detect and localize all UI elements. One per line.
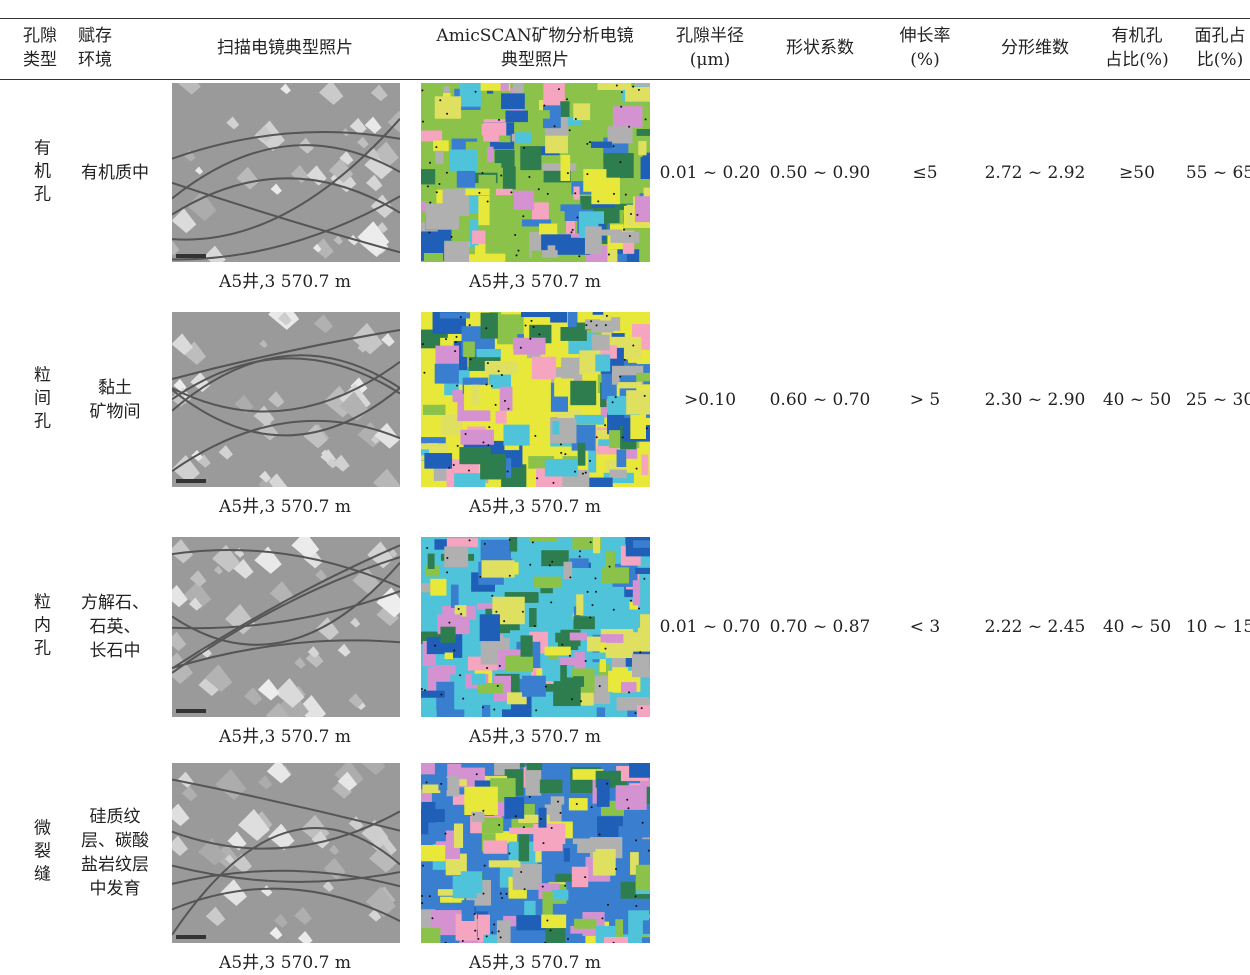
cell-value: ≤5 <box>912 162 938 183</box>
cell-value: 0.70 ~ 0.87 <box>769 617 871 637</box>
pore-type: 粒间孔 <box>30 365 50 434</box>
mineral-map <box>421 83 650 262</box>
mineral-map <box>421 537 650 717</box>
cell-value: 2.30 ~ 2.90 <box>984 389 1086 410</box>
cell-value: 0.50 ~ 0.90 <box>769 162 871 183</box>
column-header: 类型 <box>23 50 57 70</box>
column-header: 典型照片 <box>501 50 569 70</box>
sem-photo <box>172 537 400 717</box>
cell-value: 40 ~ 50 <box>1102 617 1172 637</box>
column-header: 伸长率 <box>899 26 951 46</box>
column-header: 形状系数 <box>786 38 854 58</box>
occurrence: 石英、 <box>89 617 141 637</box>
column-header: AmicSCAN矿物分析电镜 <box>436 26 634 46</box>
occurrence: 矿物间 <box>89 401 141 422</box>
occurrence: 有机质中 <box>81 162 149 183</box>
map-caption: A5井,3 570.7 m <box>469 497 601 517</box>
cell-value: ≥50 <box>1119 162 1155 183</box>
column-header: 扫描电镜典型照片 <box>217 38 353 58</box>
column-header: 孔隙半径 <box>676 26 744 46</box>
cell-value: 0.01 ~ 0.20 <box>659 162 761 183</box>
column-header: 环境 <box>78 50 112 70</box>
pore-type: 有机孔 <box>30 138 50 207</box>
cell-value: < 3 <box>909 617 941 637</box>
cell-value: 25 ~ 30 <box>1185 389 1250 410</box>
cell-value: > 5 <box>909 389 941 410</box>
cell-value: >0.10 <box>683 389 737 410</box>
occurrence: 方解石、 <box>81 593 149 613</box>
cell-value: 10 ~ 15 <box>1185 617 1250 637</box>
cell-value: 0.01 ~ 0.70 <box>659 617 761 637</box>
column-header: (%) <box>910 50 940 70</box>
cell-value: 40 ~ 50 <box>1102 389 1172 410</box>
cell-value: 2.72 ~ 2.92 <box>984 162 1086 183</box>
column-header: 孔隙 <box>23 26 57 46</box>
occurrence: 长石中 <box>89 641 141 661</box>
column-header: 面孔占 <box>1194 26 1246 46</box>
map-caption: A5井,3 570.7 m <box>469 953 601 973</box>
header-rule <box>0 79 1250 80</box>
cell-value: 55 ~ 65 <box>1185 162 1250 183</box>
cell-value: 0.60 ~ 0.70 <box>769 389 871 410</box>
mineral-map <box>421 763 650 943</box>
occurrence: 硅质纹 <box>89 807 141 827</box>
sem-caption: A5井,3 570.7 m <box>219 727 351 747</box>
pore-type: 粒内孔 <box>30 592 50 662</box>
column-header: (μm) <box>689 50 731 70</box>
sem-caption: A5井,3 570.7 m <box>219 497 351 517</box>
sem-photo <box>172 312 400 487</box>
mineral-map <box>421 312 650 487</box>
column-header: 分形维数 <box>1001 38 1069 58</box>
occurrence: 黏土 <box>98 377 132 398</box>
column-header: 有机孔 <box>1111 26 1163 46</box>
sem-photo <box>172 763 400 943</box>
map-caption: A5井,3 570.7 m <box>469 727 601 747</box>
column-header: 占比(%) <box>1105 50 1169 70</box>
sem-caption: A5井,3 570.7 m <box>219 272 351 292</box>
cell-value: 2.22 ~ 2.45 <box>984 617 1086 637</box>
column-header: 赋存 <box>78 26 112 46</box>
sem-caption: A5井,3 570.7 m <box>219 953 351 973</box>
pore-type: 微裂缝 <box>30 818 50 888</box>
occurrence: 层、碳酸 <box>81 831 149 851</box>
sem-photo <box>172 83 400 262</box>
top-rule <box>0 18 1250 19</box>
map-caption: A5井,3 570.7 m <box>469 272 601 292</box>
column-header: 比(%) <box>1196 50 1244 70</box>
occurrence: 盐岩纹层 <box>81 855 149 875</box>
occurrence: 中发育 <box>89 879 141 899</box>
